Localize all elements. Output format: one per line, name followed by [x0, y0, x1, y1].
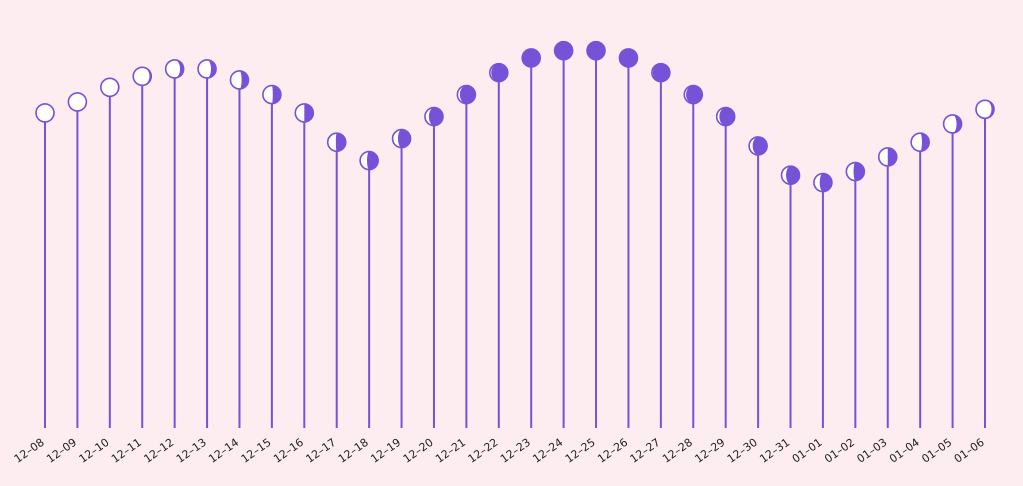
moon-phase-icon: [132, 66, 153, 87]
moon-illuminated-part: [304, 103, 314, 122]
moon-phase-icon: [262, 84, 282, 105]
moon-phase-icon: [586, 40, 606, 61]
moon-illuminated-part: [985, 100, 994, 119]
moon-illuminated-part: [619, 48, 638, 67]
moon-illuminated-part: [952, 114, 962, 133]
moon-disc: [35, 103, 55, 123]
moon-illuminated-part: [207, 59, 217, 78]
moon-illuminated-part: [686, 85, 703, 104]
moon-phase-icon: [391, 128, 412, 149]
moon-phase-icon: [651, 62, 671, 83]
moon-disc: [586, 40, 606, 61]
moon-illuminated-part: [366, 151, 379, 170]
moon-illuminated-part: [459, 85, 476, 104]
moon-phase-icon: [164, 59, 185, 79]
moon-illuminated-part: [853, 162, 865, 181]
moon-phase-icon: [456, 84, 477, 105]
chart-marks: [35, 40, 995, 428]
moon-phase-icon: [229, 70, 250, 90]
moon-phase-icon: [683, 84, 704, 105]
moon-phase-icon: [35, 103, 55, 123]
moon-phase-icon: [877, 147, 898, 167]
moon-illuminated-part: [719, 107, 735, 126]
moon-phase-icon: [618, 48, 639, 68]
moon-illuminated-part: [819, 173, 832, 192]
moon-illuminated-part: [335, 133, 346, 152]
moon-illuminated-part: [652, 63, 670, 82]
moon-illuminated-part: [174, 59, 184, 78]
moon-phase-icon: [780, 165, 801, 186]
moon-illuminated-part: [522, 48, 541, 67]
moon-phase-icon: [748, 136, 768, 156]
moon-phase-icon: [488, 62, 509, 83]
moon-illuminated-part: [271, 85, 281, 104]
moon-phase-icon: [424, 106, 444, 127]
moon-illuminated-part: [491, 63, 508, 82]
moon-illuminated-part: [887, 147, 897, 166]
moon-phase-icon: [359, 150, 379, 171]
moon-phase-icon: [845, 161, 866, 182]
moon-phase-icon: [813, 172, 833, 193]
moon-phase-icon: [100, 77, 120, 98]
moon-illuminated-part: [239, 70, 249, 89]
moon-phase-icon: [197, 59, 217, 79]
moon-illuminated-part: [920, 133, 930, 152]
moon-phase-icon: [294, 103, 315, 123]
moon-illuminated-part: [752, 136, 768, 155]
moon-phase-icon: [910, 132, 930, 153]
moon-phase-icon: [715, 106, 736, 127]
moon-phase-icon: [975, 99, 995, 120]
moon-phase-icon: [326, 132, 347, 153]
moon-illuminated-part: [142, 67, 152, 86]
moon-phase-icon: [553, 40, 574, 61]
moon-illuminated-part: [786, 166, 800, 185]
moon-phase-icon: [521, 48, 542, 68]
moon-phase-icon: [67, 92, 88, 112]
moon-phase-icon: [942, 114, 963, 134]
moon-illuminated-part: [428, 107, 443, 126]
moon-disc: [553, 40, 574, 61]
moon-illuminated-part: [397, 129, 411, 148]
